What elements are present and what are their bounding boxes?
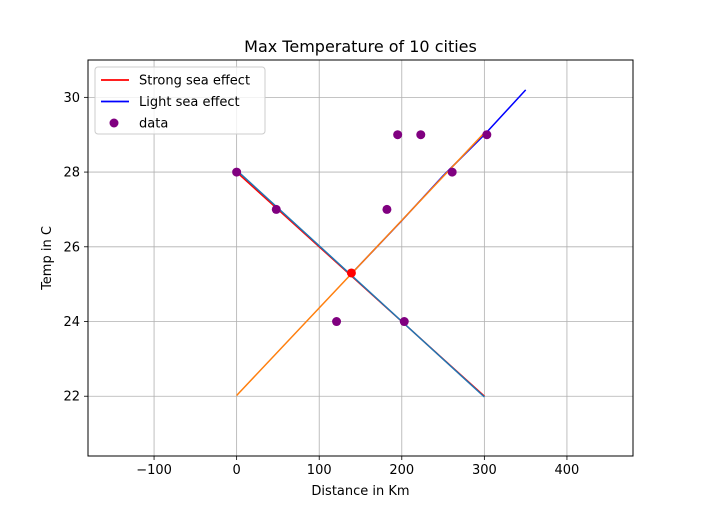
x-tick-label: 100 <box>307 463 332 478</box>
y-tick-label: 30 <box>63 91 80 106</box>
scatter-point <box>332 317 342 327</box>
x-tick-label: 400 <box>555 463 580 478</box>
scatter-point <box>271 204 281 214</box>
scatter-point <box>232 167 242 177</box>
scatter-point <box>447 167 457 177</box>
y-tick-label: 22 <box>63 390 80 405</box>
scatter-point <box>393 130 403 140</box>
legend-swatch <box>109 118 119 128</box>
y-tick-label: 28 <box>63 166 80 181</box>
y-tick-label: 26 <box>63 240 80 255</box>
ticks: −100 0 100 200 300 400 22 24 26 28 30 <box>63 91 579 478</box>
legend-label: data <box>139 117 168 132</box>
plot-area <box>232 89 527 398</box>
scatter-point <box>416 130 426 140</box>
x-tick-label: −100 <box>136 463 172 478</box>
intersection-point <box>346 268 356 278</box>
y-tick-label: 24 <box>63 315 80 330</box>
scatter-point <box>399 317 409 327</box>
grid <box>88 60 633 456</box>
legend-label: Strong sea effect <box>139 74 250 89</box>
x-axis-label: Distance in Km <box>311 484 409 499</box>
scatter-point <box>382 204 392 214</box>
x-tick-label: 300 <box>472 463 497 478</box>
x-tick-label: 0 <box>232 463 240 478</box>
x-tick-label: 200 <box>389 463 414 478</box>
scatter-point <box>482 130 492 140</box>
chart-title: Max Temperature of 10 cities <box>244 37 477 56</box>
series-line-3 <box>236 132 485 397</box>
legend-box <box>94 66 266 135</box>
legend: Strong sea effect Light sea effect data <box>94 66 266 135</box>
legend-label: Light sea effect <box>139 95 240 110</box>
y-axis-label: Temp in C <box>40 226 55 291</box>
axes-frame <box>87 59 634 457</box>
